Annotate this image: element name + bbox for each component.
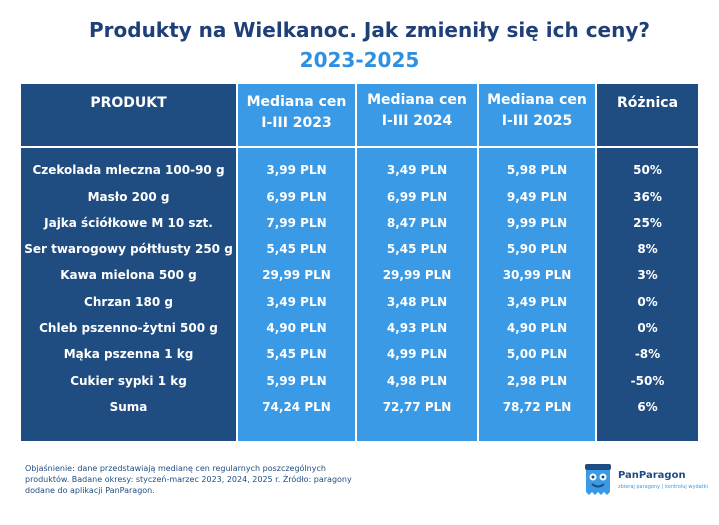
price-2023: 3,49 PLN — [266, 295, 327, 309]
price-2023: 5,45 PLN — [266, 347, 327, 361]
footnote: Objaśnienie: dane przedstawiają medianę … — [25, 464, 352, 495]
logo-tagline: zbieraj paragony | kontroluj wydatki — [618, 484, 708, 490]
price-2024: 72,77 PLN — [382, 400, 452, 414]
product-name: Mąka pszenna 1 kg — [63, 347, 194, 361]
header-2023-line1: Mediana cen — [246, 94, 347, 110]
price-2024: 4,98 PLN — [386, 374, 448, 388]
price-2025: 3,49 PLN — [506, 295, 568, 309]
page-title: Produkty na Wielkanoc. Jak zmieniły się … — [88, 18, 650, 42]
price-2025: 5,90 PLN — [506, 242, 568, 256]
price-2024: 8,47 PLN — [386, 216, 448, 230]
price-2023: 29,99 PLN — [262, 268, 331, 282]
price-2024: 4,99 PLN — [386, 347, 448, 361]
price-2023: 4,90 PLN — [266, 321, 327, 335]
header-product: PRODUKT — [90, 95, 167, 111]
table-row: Czekolada mleczna 100-90 g 3,99 PLN 3,49 P… — [21, 157, 698, 183]
price-difference: 0% — [637, 321, 658, 335]
price-2025: 5,98 PLN — [506, 163, 568, 177]
price-difference: -50% — [630, 374, 665, 388]
price-difference: -8% — [634, 347, 661, 361]
price-2024: 3,49 PLN — [386, 163, 448, 177]
column-2025-bg — [479, 84, 595, 441]
price-2023: 74,24 PLN — [262, 400, 331, 414]
price-2023: 3,99 PLN — [266, 163, 327, 177]
difference-column-bg — [597, 84, 698, 441]
price-difference: 6% — [637, 400, 658, 414]
price-2023: 7,99 PLN — [266, 216, 327, 230]
price-2025: 9,99 PLN — [506, 216, 568, 230]
price-2025: 2,98 PLN — [506, 374, 568, 388]
product-name: Cukier sypki 1 kg — [70, 374, 187, 388]
header-2023-line2: I-III 2023 — [261, 115, 332, 131]
table-row: Mąka pszenna 1 kg 5,45 PLN 4,99 PLN 5,00 PL… — [21, 341, 698, 367]
product-name: Ser twarogowy półtłusty 250 g — [24, 242, 233, 256]
product-name: Masło 200 g — [87, 190, 170, 204]
table-row: Masło 200 g 6,99 PLN 6,99 PLN 9,49 PLN 36% — [21, 184, 698, 210]
table-row: Kawa mielona 500 g 29,99 PLN 29,99 PLN 30,9… — [21, 262, 698, 288]
product-name: Czekolada mleczna 100-90 g — [32, 163, 225, 177]
header-2024: Mediana cen I-III 2024 — [357, 90, 477, 132]
table-row: Chleb pszenno-żytni 500 g 4,90 PLN 4,93 PL… — [21, 315, 698, 341]
price-2025: 9,49 PLN — [506, 190, 568, 204]
price-2023: 5,45 PLN — [266, 242, 327, 256]
price-2024: 3,48 PLN — [386, 295, 448, 309]
column-2024-bg — [357, 84, 477, 441]
table-row: Chrzan 180 g 3,49 PLN 3,48 PLN 3,49 PLN 0% — [21, 289, 698, 315]
table-row: Cukier sypki 1 kg 5,99 PLN 4,98 PLN 2,98 PL… — [21, 368, 698, 394]
product-name: Jajka ściółkowe M 10 szt. — [44, 216, 213, 230]
price-difference: 50% — [633, 163, 662, 177]
header-2023: Mediana cen I-III 2023 — [238, 92, 355, 134]
table-row: Ser twarogowy półtłusty 250 g 5,45 PLN 5,4… — [21, 236, 698, 262]
price-2024: 4,93 PLN — [386, 321, 448, 335]
product-name: Kawa mielona 500 g — [60, 268, 197, 282]
price-2025: 30,99 PLN — [502, 268, 572, 282]
price-2024: 29,99 PLN — [382, 268, 452, 282]
header-divider — [21, 146, 698, 148]
price-2024: 6,99 PLN — [386, 190, 448, 204]
product-column-bg — [21, 84, 236, 441]
header-2025-line1: Mediana cen — [487, 92, 587, 108]
product-name: Chleb pszenno-żytni 500 g — [39, 321, 218, 335]
price-2023: 6,99 PLN — [266, 190, 327, 204]
receipt-mascot-icon — [585, 464, 611, 495]
header-2024-line2: I-III 2024 — [381, 113, 453, 129]
page-subtitle: 2023-2025 — [299, 48, 420, 72]
price-2023: 5,99 PLN — [266, 374, 327, 388]
price-difference: 8% — [637, 242, 658, 256]
price-difference: 25% — [633, 216, 662, 230]
price-difference: 3% — [637, 268, 658, 282]
product-name: Suma — [109, 400, 148, 414]
price-difference: 0% — [637, 295, 658, 309]
price-difference: 36% — [633, 190, 662, 204]
table-row: Suma 74,24 PLN 72,77 PLN 78,72 PLN 6% — [21, 394, 698, 420]
header-2024-line1: Mediana cen — [367, 92, 467, 108]
logo-name: PanParagon — [618, 470, 686, 481]
price-2025: 5,00 PLN — [506, 347, 568, 361]
column-2023-bg — [238, 84, 355, 441]
header-2025: Mediana cen I-III 2025 — [479, 90, 595, 132]
price-2024: 5,45 PLN — [386, 242, 448, 256]
product-name: Chrzan 180 g — [84, 295, 173, 309]
table-row: Jajka ściółkowe M 10 szt. 7,99 PLN 8,47 PL… — [21, 210, 698, 236]
price-2025: 4,90 PLN — [506, 321, 568, 335]
price-2025: 78,72 PLN — [502, 400, 572, 414]
header-2025-line2: I-III 2025 — [501, 113, 573, 129]
panparagon-logo: PanParagon zbieraj paragony | kontroluj … — [582, 460, 708, 500]
header-difference: Różnica — [616, 95, 679, 111]
